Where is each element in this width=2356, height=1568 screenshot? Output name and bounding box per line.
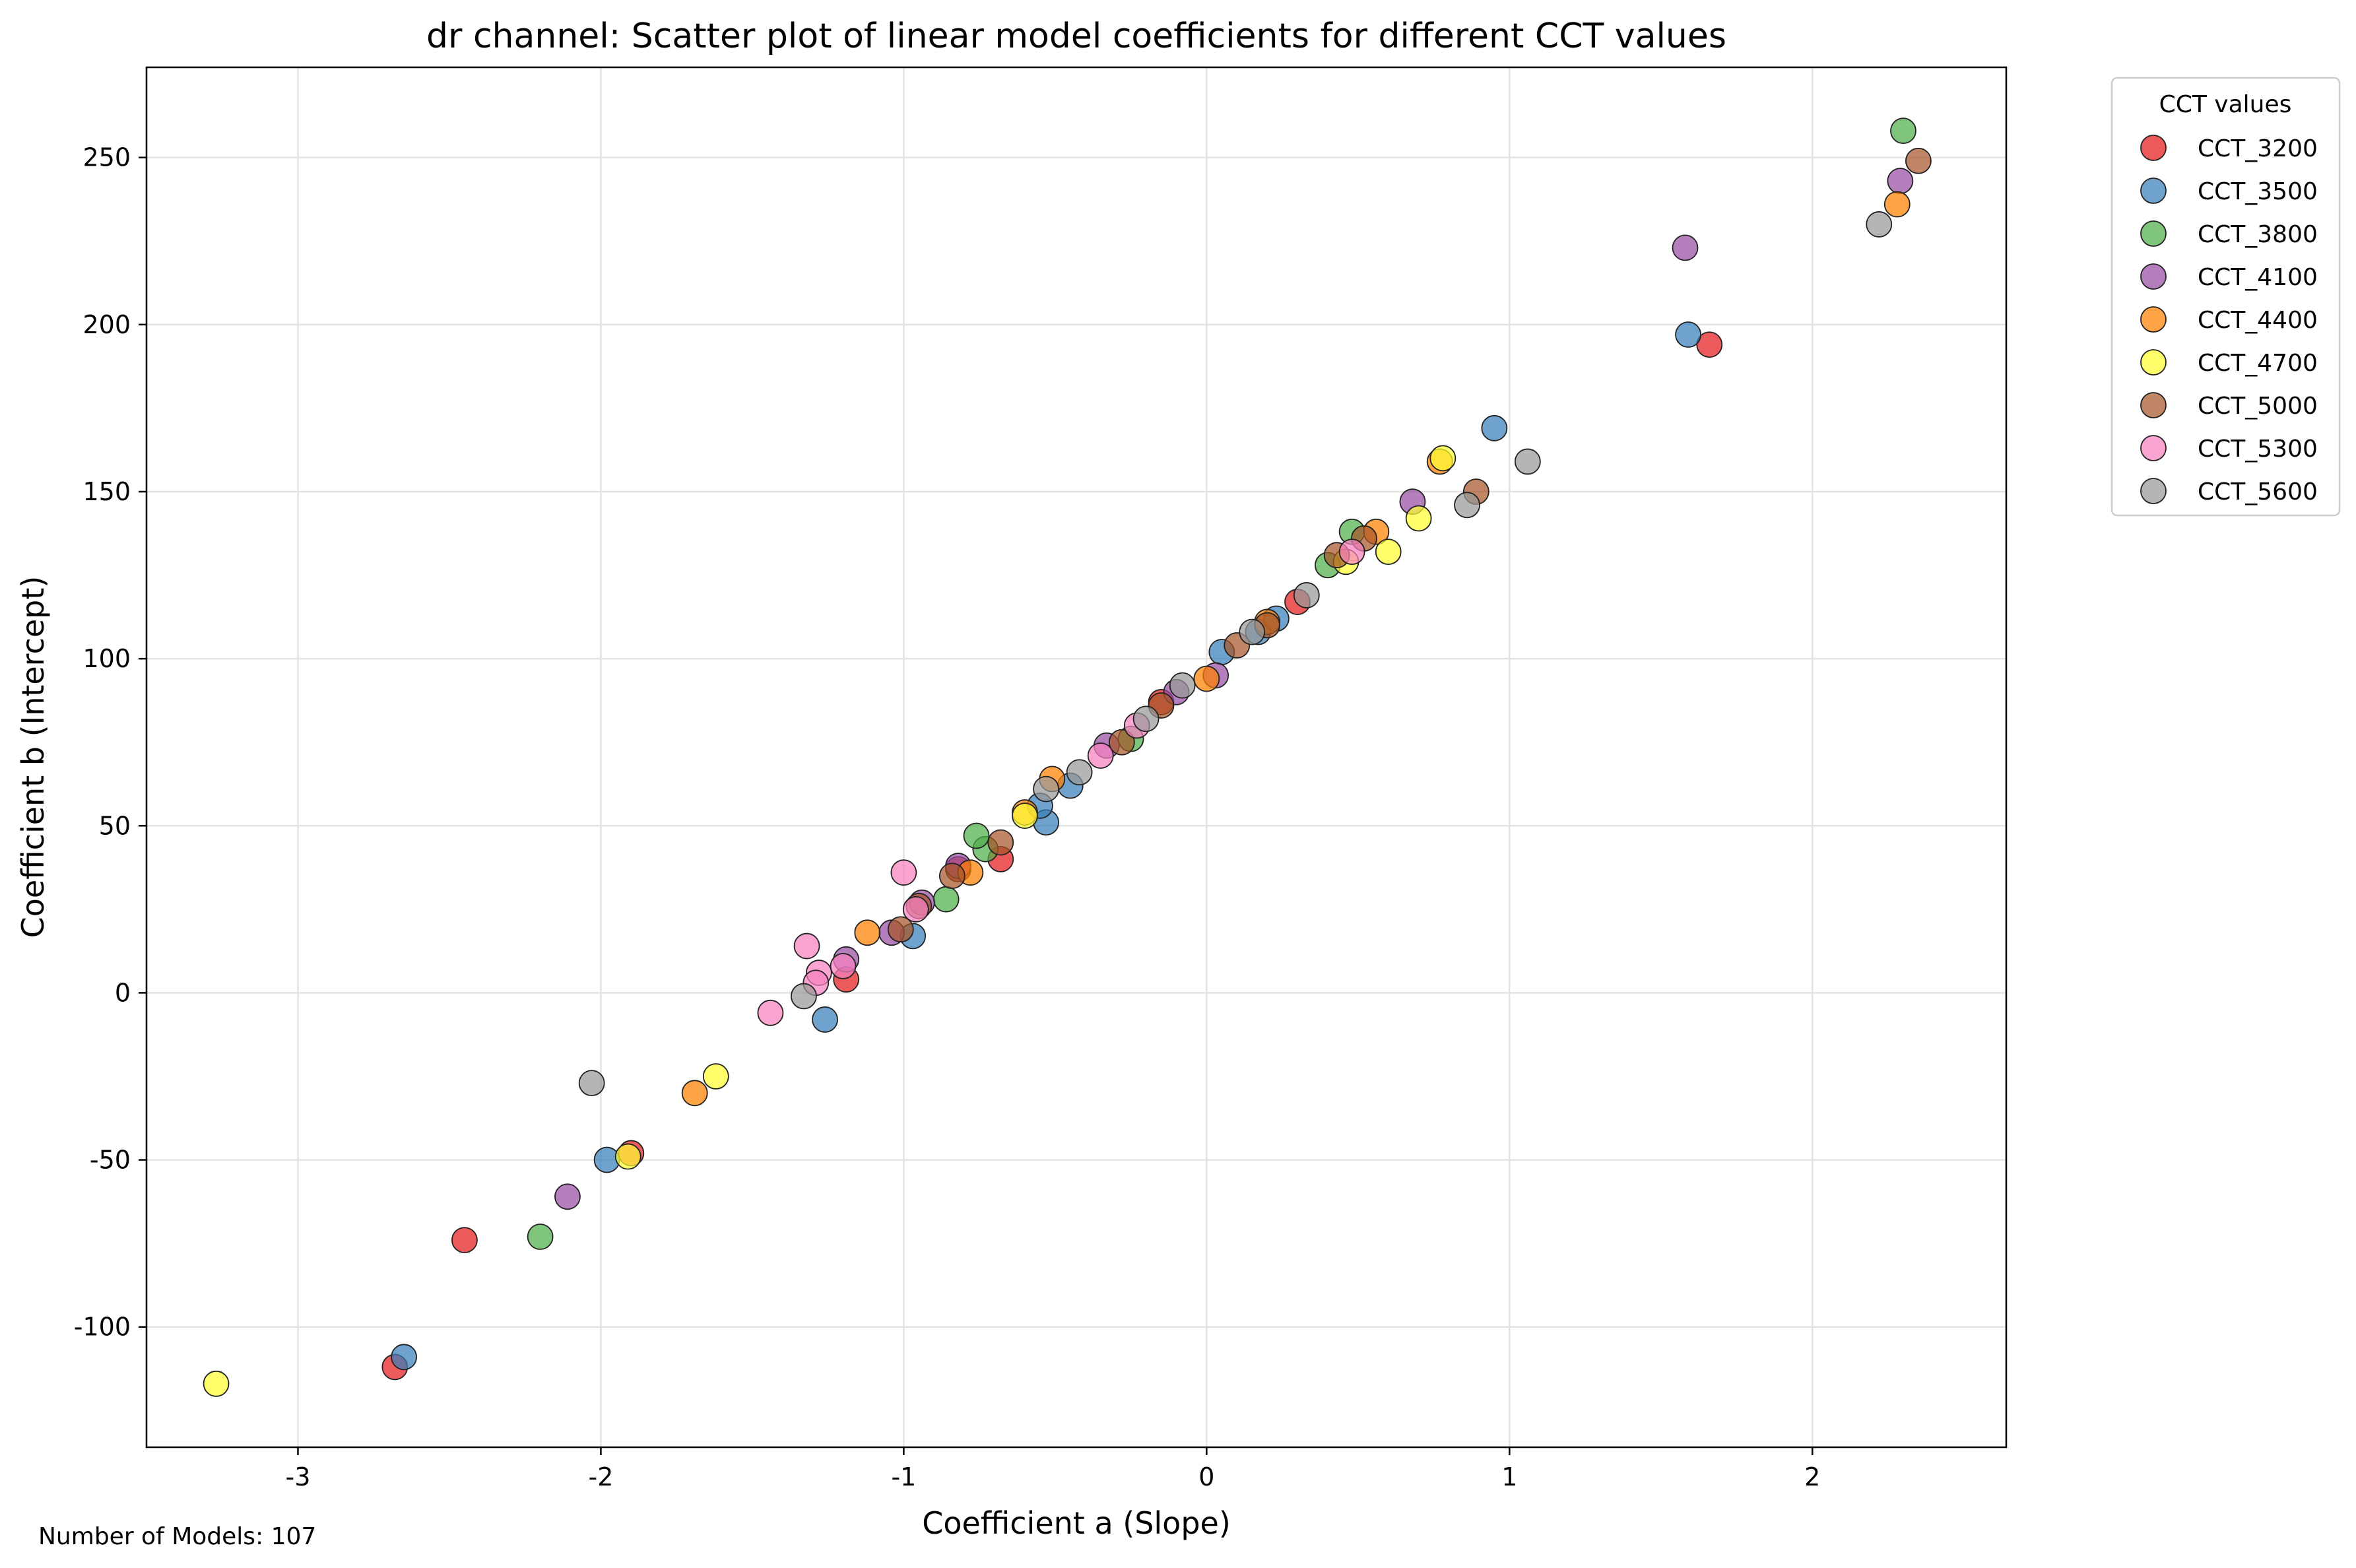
point-cct-4700 <box>1429 445 1456 472</box>
point-cct-5600 <box>1066 759 1093 786</box>
legend-label-cct-3800: CCT_3800 <box>2198 221 2318 248</box>
point-cct-5300 <box>902 896 929 923</box>
point-cct-4100 <box>1672 234 1699 261</box>
point-cct-4700 <box>614 1143 641 1170</box>
point-cct-5000 <box>887 916 914 943</box>
point-cct-5300 <box>830 953 857 979</box>
legend-label-cct-5000: CCT_5000 <box>2198 393 2318 420</box>
legend-title: CCT values <box>2159 91 2292 118</box>
point-cct-5000 <box>987 829 1014 856</box>
y-tick-label: 100 <box>82 644 131 673</box>
point-cct-3800 <box>527 1224 554 1250</box>
point-cct-5600 <box>1033 775 1060 802</box>
point-cct-5600 <box>1293 582 1320 608</box>
point-cct-5600 <box>1169 672 1196 699</box>
point-cct-5300 <box>793 932 820 960</box>
point-cct-3500 <box>1481 414 1508 441</box>
x-tick-label: -3 <box>286 1462 311 1491</box>
point-cct-5300 <box>1338 539 1365 566</box>
point-cct-3200 <box>451 1227 478 1253</box>
legend-marker-cct-3200 <box>2140 135 2167 161</box>
point-cct-5600 <box>1866 211 1893 238</box>
y-tick-label: 0 <box>115 978 131 1007</box>
legend-label-cct-3200: CCT_3200 <box>2198 135 2318 162</box>
point-cct-3800 <box>1890 117 1916 145</box>
legend-marker-cct-3800 <box>2140 220 2167 247</box>
legend-marker-cct-3500 <box>2140 178 2167 204</box>
legend-marker-cct-5000 <box>2140 392 2167 418</box>
legend-label-cct-4700: CCT_4700 <box>2198 350 2318 377</box>
point-cct-3500 <box>1675 321 1701 348</box>
y-tick-label: 200 <box>82 310 131 339</box>
point-cct-5600 <box>578 1070 605 1097</box>
point-cct-4400 <box>681 1080 708 1107</box>
point-cct-4700 <box>203 1370 230 1397</box>
point-cct-5000 <box>1905 147 1932 174</box>
legend-marker-cct-5300 <box>2140 435 2167 461</box>
x-tick-label: 2 <box>1804 1462 1820 1491</box>
y-axis-label: Coefficient b (Intercept) <box>15 576 51 938</box>
scatter-points <box>203 117 1932 1397</box>
point-cct-5000 <box>1108 729 1135 756</box>
point-cct-5600 <box>791 983 817 1010</box>
legend-label-cct-3500: CCT_3500 <box>2198 178 2318 205</box>
y-tick-label: -100 <box>74 1313 131 1342</box>
x-tick-label: 0 <box>1198 1462 1214 1491</box>
point-cct-4400 <box>1193 665 1220 692</box>
point-cct-4700 <box>1375 539 1402 566</box>
legend-label-cct-4100: CCT_4100 <box>2198 264 2318 291</box>
point-cct-4700 <box>1012 802 1038 830</box>
point-cct-4100 <box>554 1183 581 1210</box>
grid <box>147 67 2006 1447</box>
y-tick-label: 150 <box>82 477 131 506</box>
point-cct-5300 <box>890 859 917 886</box>
legend-marker-cct-5600 <box>2140 478 2167 504</box>
point-cct-5600 <box>1239 618 1266 645</box>
point-cct-4100 <box>1887 168 1914 195</box>
legend-items: CCT_3200 CCT_3500 CCT_3800 CCT_4100 CCT_4400… <box>2140 135 2318 506</box>
point-cct-3800 <box>933 886 960 913</box>
point-cct-5600 <box>1132 705 1160 733</box>
point-cct-5300 <box>1087 742 1114 769</box>
point-cct-3500 <box>391 1344 418 1371</box>
point-cct-4400 <box>854 919 881 946</box>
legend-marker-cct-4400 <box>2140 306 2167 333</box>
point-cct-4400 <box>1883 191 1911 218</box>
legend-label-cct-5300: CCT_5300 <box>2198 436 2318 463</box>
point-cct-5600 <box>1514 448 1541 475</box>
point-cct-3800 <box>963 822 990 849</box>
legend-marker-cct-4700 <box>2140 349 2167 376</box>
y-axis-ticks: -100 -50 0 50 100 150 200 250 <box>74 143 147 1342</box>
point-cct-3200 <box>1696 331 1723 358</box>
point-cct-5600 <box>1454 492 1480 519</box>
point-cct-4700 <box>1405 505 1432 532</box>
point-cct-5300 <box>757 999 784 1026</box>
legend-marker-cct-4100 <box>2140 263 2167 290</box>
chart-title: dr channel: Scatter plot of linear model… <box>426 16 1726 56</box>
x-axis-label: Coefficient a (Slope) <box>922 1505 1231 1541</box>
model-count-footnote: Number of Models: 107 <box>38 1523 316 1550</box>
x-tick-label: -2 <box>588 1462 613 1491</box>
legend: CCT values CCT_3200 CCT_3500 CCT_3800 CCT_4… <box>2111 77 2341 517</box>
y-tick-label: 50 <box>99 811 131 840</box>
point-cct-4700 <box>702 1063 729 1090</box>
y-tick-label: -50 <box>90 1146 131 1175</box>
plot-area-frame <box>145 66 2008 1449</box>
x-tick-label: -1 <box>891 1462 916 1491</box>
point-cct-3500 <box>812 1006 838 1033</box>
x-axis-ticks: -3 -2 -1 0 1 2 <box>286 1447 1820 1491</box>
legend-label-cct-5600: CCT_5600 <box>2198 478 2318 506</box>
legend-label-cct-4400: CCT_4400 <box>2198 307 2318 334</box>
point-cct-5000 <box>938 863 965 890</box>
x-tick-label: 1 <box>1501 1462 1517 1491</box>
legend-frame <box>2111 77 2341 517</box>
y-tick-label: 250 <box>82 143 131 172</box>
